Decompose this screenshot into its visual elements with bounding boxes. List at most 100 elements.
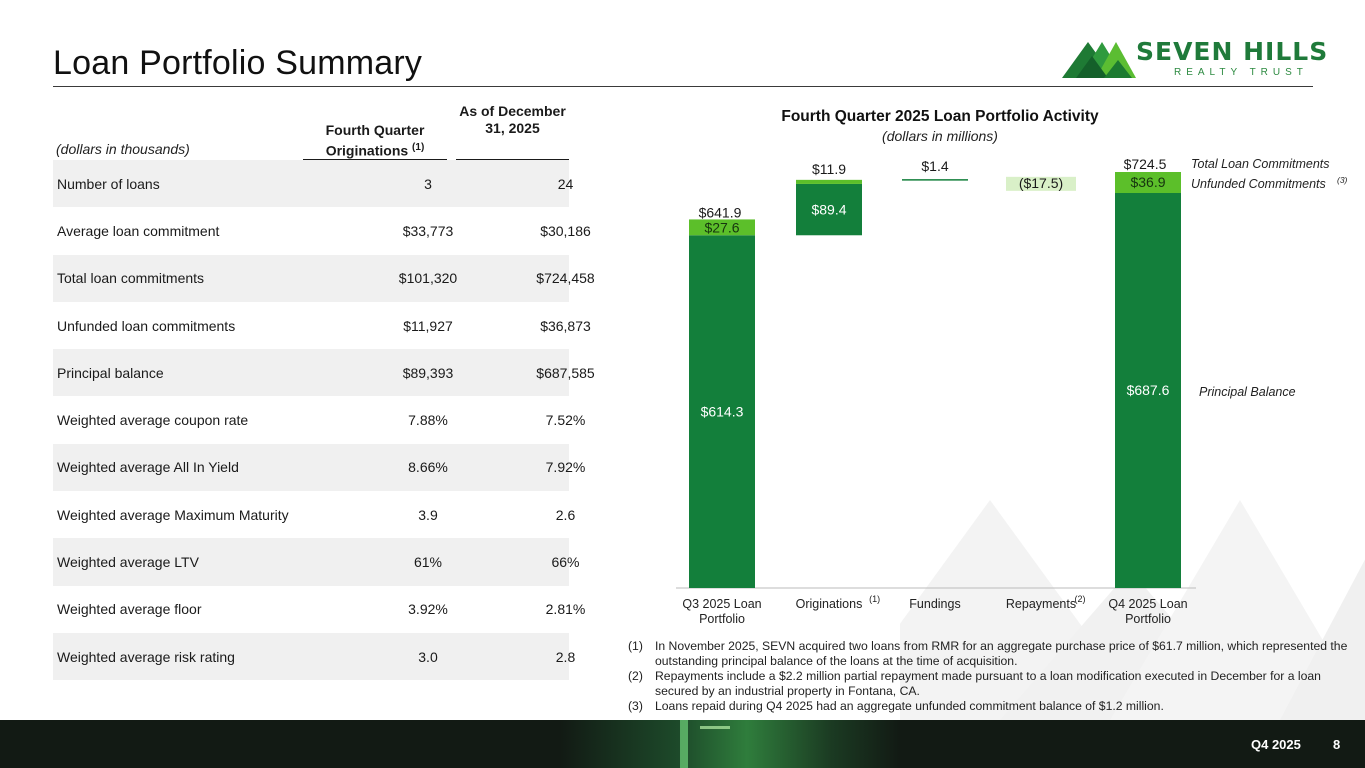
footer-decoration-line [700,726,730,729]
row-value-q4: 61% [413,554,443,571]
bar-q3-principal [689,235,755,588]
category-label: Originations [796,597,863,611]
category-label: Fundings [909,597,960,611]
row-value-dec31: 24 [557,175,574,192]
row-value-dec31: 7.52% [545,412,586,429]
footnote-2: (2) Repayments include a $2.2 million par… [628,669,1348,699]
footnote-3-text: Loans repaid during Q4 2025 had an aggre… [655,699,1164,713]
label-q3-principal: $614.3 [701,404,744,420]
row-value-dec31: 7.92% [545,459,586,476]
table-row: Average loan commitment $33,773 $30,186 [53,207,591,254]
label-repayments: ($17.5) [1019,175,1063,191]
row-value-q4: 3.92% [408,601,448,618]
column-header-q4-originations: Fourth Quarter Originations (1) [303,122,447,160]
label-q4-principal: $687.6 [1127,382,1170,398]
row-value-q4: 3.0 [418,648,438,665]
label-q3-unfunded: $27.6 [704,219,739,235]
footnote-2-num: (2) [628,669,643,683]
footnote-3-num: (3) [628,699,643,713]
column-header-dec31: As of December 31, 2025 [459,103,566,136]
footnotes: (1) In November 2025, SEVN acquired two l… [628,639,1348,714]
row-value-dec31: $724,458 [536,270,595,287]
table-row: Unfunded loan commitments $11,927 $36,873 [53,302,591,349]
row-value-dec31: 2.8 [555,648,576,665]
row-value-q4: $101,320 [398,270,458,287]
seven-hills-logo-icon [1062,42,1136,78]
bar-repayments [1006,176,1076,191]
table-row: Weighted average risk rating 3.0 2.8 [53,633,575,681]
category-label: Portfolio [699,612,745,626]
row-value-dec31: 2.81% [545,601,586,618]
label-q4-unfunded: $36.9 [1130,174,1165,190]
footnote-1: (1) In November 2025, SEVN acquired two l… [628,639,1348,669]
table-row: Total loan commitments $101,320 $724,458 [53,254,595,302]
table-row: Weighted average coupon rate 7.88% 7.52% [53,397,585,444]
footer-decoration-bar [680,720,688,768]
category-label: Portfolio [1125,612,1171,626]
table-row: Weighted average floor 3.92% 2.81% [53,586,585,633]
column-header-q4-sup: (1) [412,142,425,153]
label-q3-total: $641.9 [699,204,742,220]
logo-subtitle: REALTY TRUST [1174,67,1308,78]
label-fundings: $1.4 [921,158,948,174]
legend-unfunded-commitments: Unfunded Commitments [1191,177,1326,191]
row-label: Number of loans [57,175,160,192]
row-label: Weighted average coupon rate [57,412,249,429]
bar-q4-unfunded [1115,172,1181,193]
row-value-dec31: $30,186 [540,222,591,239]
footnote-1-text: In November 2025, SEVN acquired two loan… [655,639,1348,668]
row-label: Principal balance [57,364,164,381]
category-sup: (1) [869,594,880,604]
row-value-q4: $89,393 [402,364,454,381]
table-row: Principal balance $89,393 $687,585 [53,349,595,397]
table-row: Weighted average All In Yield 8.66% 7.92% [53,443,585,492]
footer-quarter: Q4 2025 [1251,737,1301,752]
bar-q3-unfunded [689,219,755,236]
row-value-q4: 8.66% [408,459,448,476]
row-label: Weighted average floor [57,601,202,618]
label-originations-unfunded: $11.9 [812,161,846,177]
bar-q4-principal [1115,193,1181,588]
page-title: Loan Portfolio Summary [53,44,423,82]
row-label: Total loan commitments [57,270,205,287]
row-value-q4: $33,773 [402,222,454,239]
category-label: Q3 2025 Loan [682,597,761,611]
label-originations-principal: $89.4 [811,202,846,218]
row-label: Weighted average risk rating [57,648,235,665]
row-label: Average loan commitment [57,222,220,239]
legend-principal-balance: Principal Balance [1199,385,1296,399]
footnote-3: (3) Loans repaid during Q4 2025 had an ag… [628,699,1348,714]
row-label: Weighted average LTV [57,554,199,571]
title-divider [53,86,1313,87]
bar-originations-principal [796,183,862,236]
row-value-dec31: $687,585 [536,364,595,381]
footnote-2-text: Repayments include a $2.2 million partia… [655,669,1321,698]
logo-name: SEVEN HILLS [1136,37,1329,66]
row-value-dec31: 66% [551,554,580,571]
category-label: Repayments [1006,597,1076,611]
legend-total-commitments: Total Loan Commitments [1191,157,1330,171]
table-units-label: (dollars in thousands) [56,141,190,157]
category-label: Q4 2025 Loan [1108,597,1187,611]
row-value-q4: 3.9 [418,506,438,523]
page-number: 8 [1333,737,1341,752]
background-mountains [900,500,1365,720]
table-row: Number of loans 3 24 [53,160,573,208]
row-label: Weighted average Maximum Maturity [57,506,289,523]
bar-originations-unfunded [796,179,862,184]
legend-unfunded-sup: (3) [1337,175,1348,185]
footer-band [0,720,1365,768]
column-header-q4-text: Fourth Quarter Originations [325,122,425,159]
row-label: Unfunded loan commitments [57,317,236,334]
table-row: Weighted average LTV 61% 66% [53,538,580,586]
label-q4-total: $724.5 [1124,156,1167,172]
footnote-1-num: (1) [628,639,643,653]
row-value-q4: 7.88% [408,412,448,429]
chart-title: Fourth Quarter 2025 Loan Portfolio Activ… [781,108,1099,125]
row-value-dec31: $36,873 [540,317,591,334]
category-sup: (2) [1075,594,1086,604]
table-row: Weighted average Maximum Maturity 3.9 2.6 [53,491,575,538]
row-value-dec31: 2.6 [555,506,576,523]
row-label: Weighted average All In Yield [57,459,239,476]
